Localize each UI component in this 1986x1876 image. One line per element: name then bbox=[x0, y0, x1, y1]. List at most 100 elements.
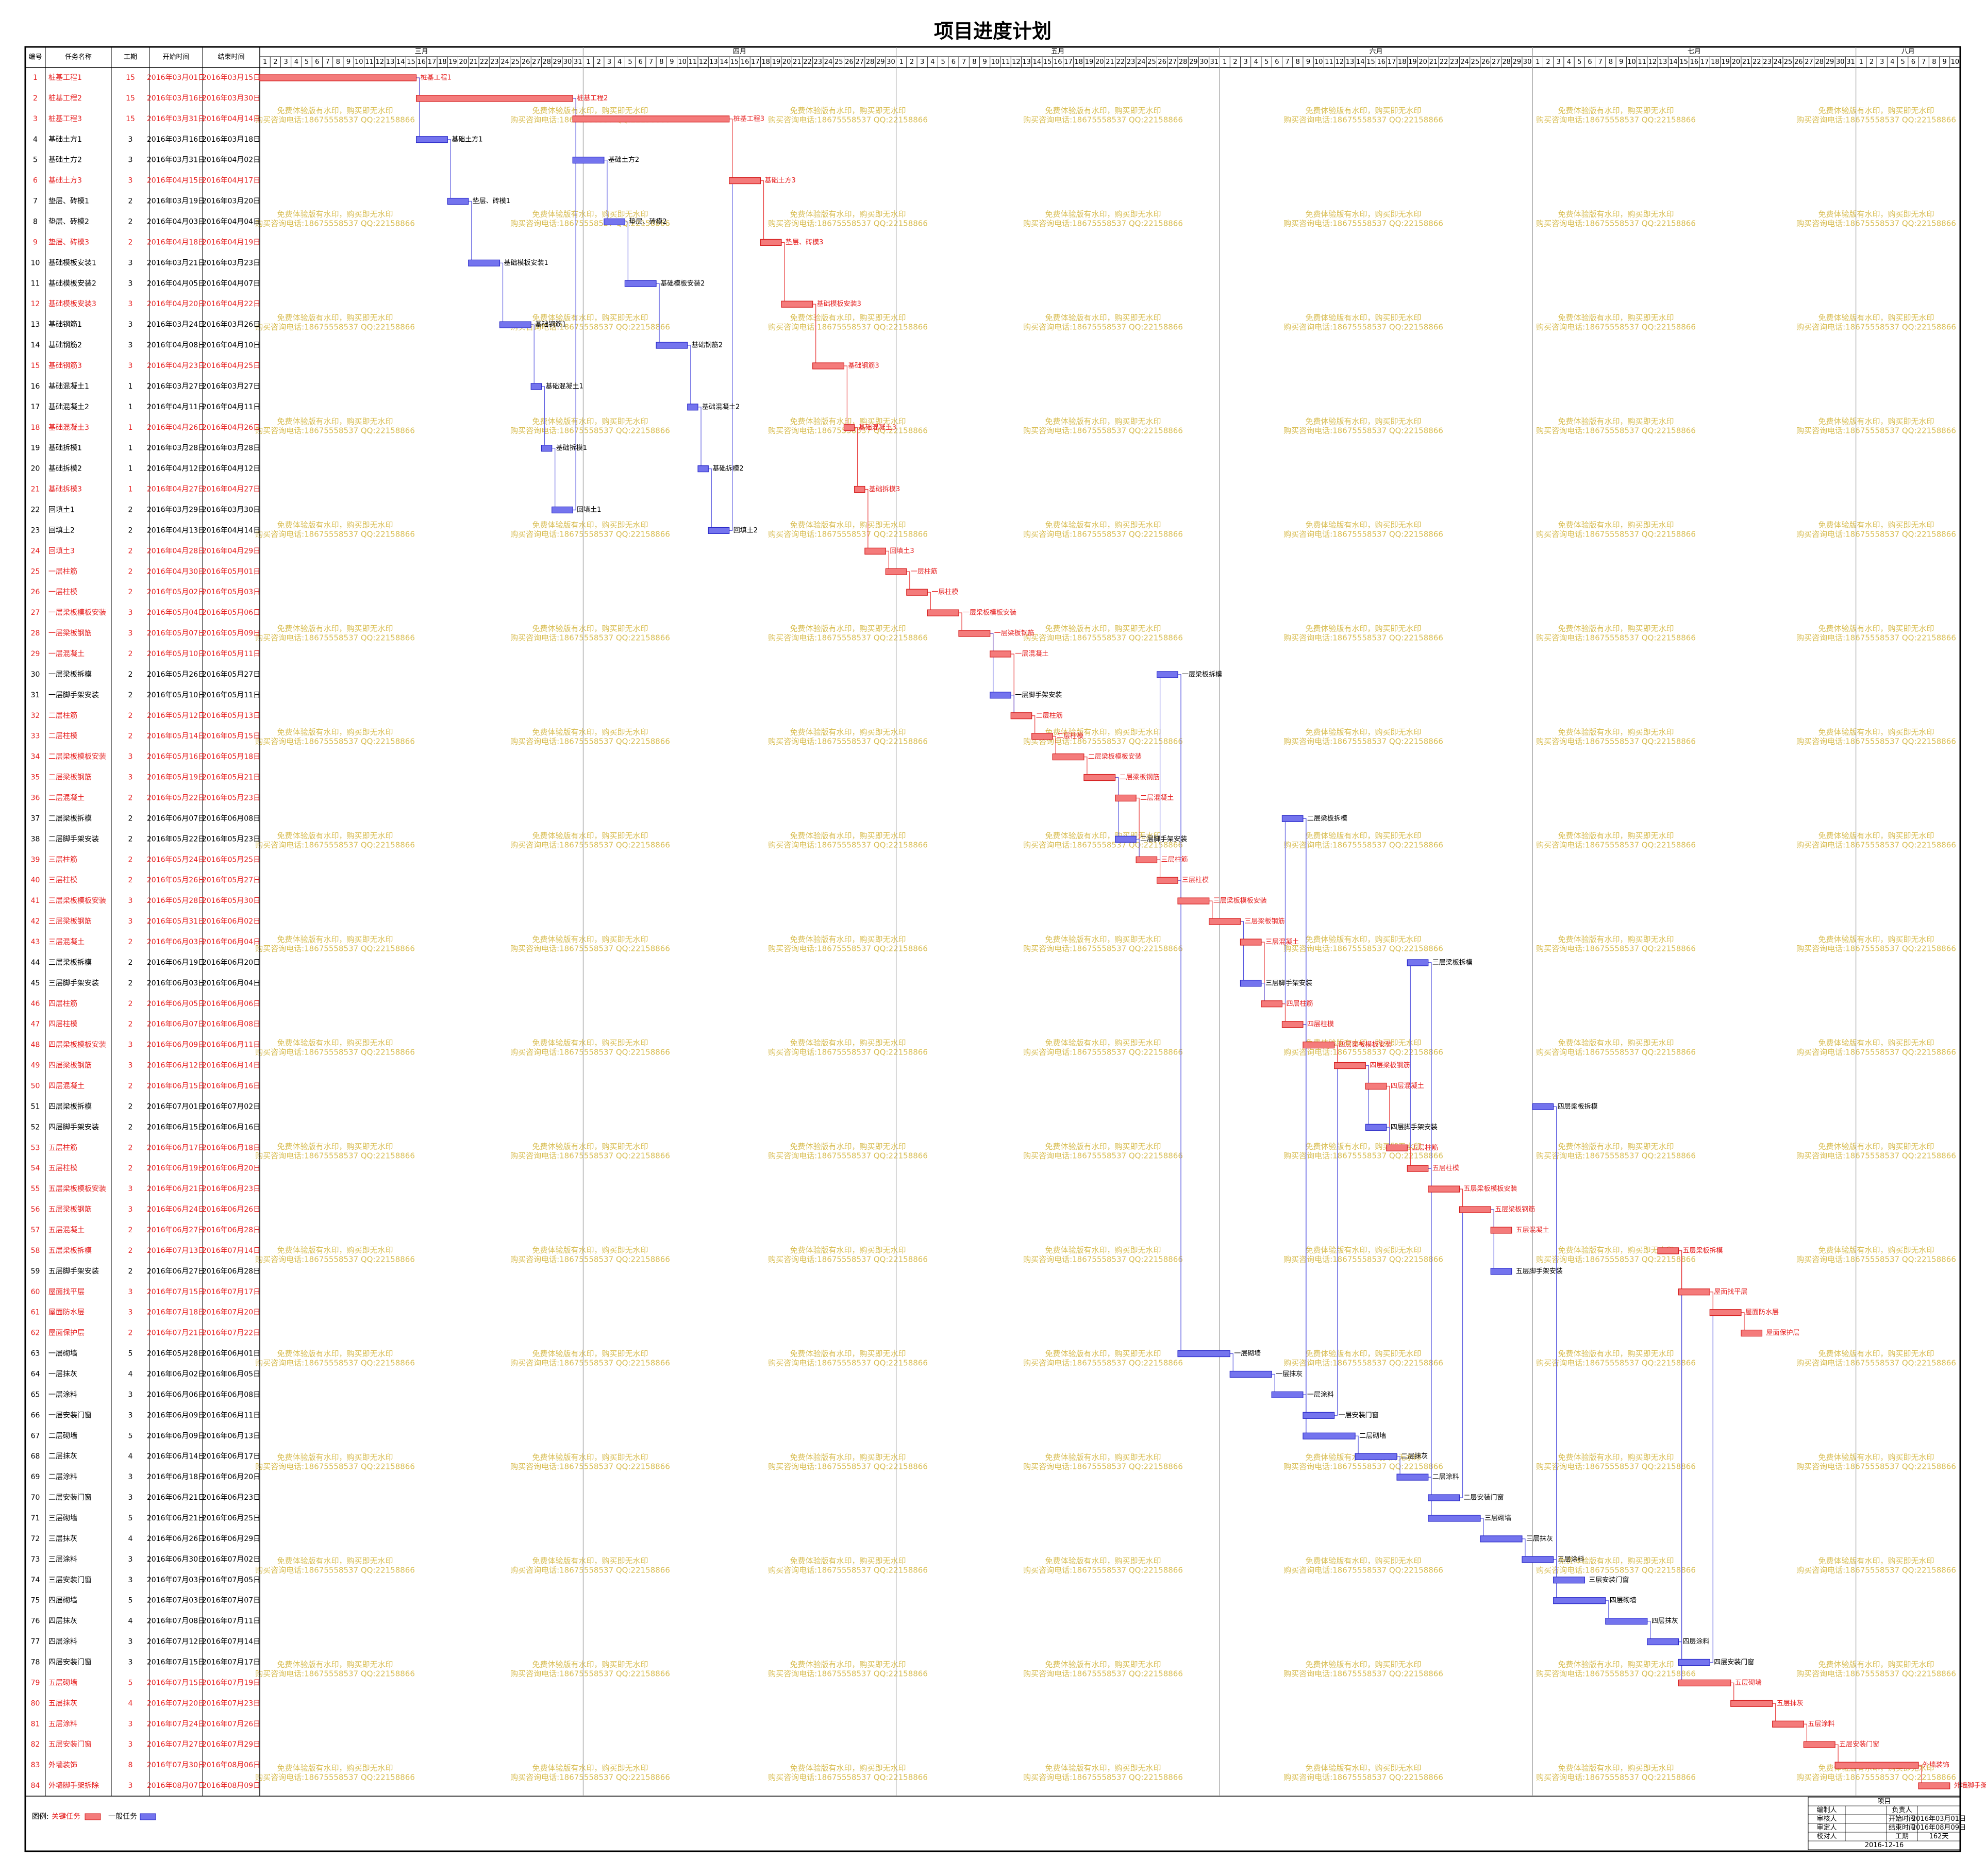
bar-label: 二层柱模 bbox=[1057, 732, 1083, 740]
day-label: 16 bbox=[741, 58, 749, 66]
watermark: 免费体验版有水印，购买即无水印 bbox=[1305, 313, 1421, 323]
cell: 2 bbox=[128, 1102, 133, 1111]
cell: 7 bbox=[33, 197, 38, 206]
bar-label: 五层梁板拆模 bbox=[1683, 1247, 1723, 1254]
watermark: 购买咨询电话:18675558537 QQ:22158866 bbox=[510, 841, 670, 850]
cell: 83 bbox=[31, 1761, 40, 1769]
cell: 回填土3 bbox=[48, 547, 75, 555]
watermark: 购买咨询电话:18675558537 QQ:22158866 bbox=[510, 1773, 670, 1782]
cell: 2016年06月08日 bbox=[202, 1391, 260, 1399]
cell: 三层梁板钢筋 bbox=[48, 917, 92, 926]
day-label: 7 bbox=[649, 58, 653, 66]
legend-item: 一般任务 bbox=[108, 1813, 137, 1821]
cell: 4 bbox=[128, 1452, 133, 1461]
watermark: 免费体验版有水印，购买即无水印 bbox=[277, 521, 393, 530]
cell: 14 bbox=[31, 341, 40, 349]
cell: 基础钢筋1 bbox=[48, 320, 82, 329]
watermark: 免费体验版有水印，购买即无水印 bbox=[532, 831, 648, 841]
watermark: 购买咨询电话:18675558537 QQ:22158866 bbox=[1796, 1359, 1956, 1368]
link bbox=[1647, 1621, 1651, 1642]
task-bar bbox=[259, 74, 417, 81]
link bbox=[1083, 757, 1088, 778]
watermark: 免费体验版有水印，购买即无水印 bbox=[532, 1349, 648, 1359]
watermark: 免费体验版有水印，购买即无水印 bbox=[532, 1038, 648, 1048]
cell: 2016年06月28日 bbox=[202, 1226, 260, 1234]
watermark: 免费体验版有水印，购买即无水印 bbox=[277, 1453, 393, 1462]
cell: 2016年07月17日 bbox=[202, 1288, 260, 1296]
cell: 35 bbox=[31, 774, 40, 782]
cell: 1 bbox=[128, 382, 133, 391]
day-label: 20 bbox=[1418, 58, 1427, 66]
cell: 五层安装门窗 bbox=[48, 1740, 92, 1749]
task-bar bbox=[885, 568, 907, 575]
watermark: 购买咨询电话:18675558537 QQ:22158866 bbox=[1536, 426, 1696, 435]
link bbox=[1835, 1744, 1839, 1766]
day-label: 30 bbox=[1836, 58, 1845, 66]
cell: 74 bbox=[31, 1576, 40, 1584]
task-bar bbox=[1209, 918, 1241, 925]
cell: 2 bbox=[128, 526, 133, 534]
watermark: 免费体验版有水印，购买即无水印 bbox=[532, 935, 648, 944]
watermark: 免费体验版有水印，购买即无水印 bbox=[1558, 1038, 1674, 1048]
cell: 3 bbox=[128, 897, 133, 905]
cell: 2016年04月14日 bbox=[202, 526, 260, 534]
task-bar bbox=[1553, 1577, 1585, 1584]
day-label: 8 bbox=[1932, 58, 1936, 66]
bar-label: 基础拆模1 bbox=[556, 444, 587, 452]
watermark: 购买咨询电话:18675558537 QQ:22158866 bbox=[1536, 944, 1696, 953]
cell: 2016年07月02日 bbox=[202, 1102, 260, 1111]
cell: 58 bbox=[31, 1247, 40, 1255]
cell: 回填土1 bbox=[48, 506, 75, 514]
cell: 2016年06月01日 bbox=[202, 1350, 260, 1358]
watermark: 免费体验版有水印，购买即无水印 bbox=[277, 831, 393, 841]
cell: 3 bbox=[128, 1205, 133, 1214]
watermark: 免费体验版有水印，购买即无水印 bbox=[1045, 1453, 1161, 1462]
cell: 2016年05月09日 bbox=[202, 629, 260, 638]
watermark: 购买咨询电话:18675558537 QQ:22158866 bbox=[255, 633, 415, 643]
cell: 36 bbox=[31, 794, 40, 802]
watermark: 购买咨询电话:18675558537 QQ:22158866 bbox=[1023, 530, 1183, 539]
bar-label: 四层安装门窗 bbox=[1714, 1658, 1754, 1666]
day-label: 10 bbox=[1314, 58, 1323, 66]
bar-label: 五层梁板钢筋 bbox=[1495, 1205, 1535, 1214]
cell: 2016年06月30日 bbox=[147, 1555, 205, 1564]
day-label: 1 bbox=[1223, 58, 1227, 66]
cell: 37 bbox=[31, 814, 40, 823]
cell: 2016年06月11日 bbox=[202, 1411, 260, 1419]
cell: 2016年05月11日 bbox=[202, 650, 260, 658]
watermark: 免费体验版有水印，购买即无水印 bbox=[790, 417, 906, 426]
cell: 2016年05月21日 bbox=[202, 774, 260, 782]
cell: 2016年05月13日 bbox=[202, 712, 260, 720]
link bbox=[687, 345, 691, 407]
watermark: 购买咨询电话:18675558537 QQ:22158866 bbox=[510, 1566, 670, 1575]
task-bar bbox=[1834, 1762, 1919, 1769]
bar-label: 一层砌墙 bbox=[1234, 1350, 1261, 1358]
watermark: 免费体验版有水印，购买即无水印 bbox=[790, 1142, 906, 1151]
day-label: 14 bbox=[396, 58, 405, 66]
watermark: 购买咨询电话:18675558537 QQ:22158866 bbox=[768, 737, 928, 746]
task-bar bbox=[1271, 1391, 1304, 1398]
cell: 3 bbox=[128, 259, 133, 267]
cell: 2016年04月30日 bbox=[147, 567, 205, 576]
cell: 3 bbox=[128, 1740, 133, 1749]
watermark: 购买咨询电话:18675558537 QQ:22158866 bbox=[1796, 1048, 1956, 1057]
column-header: 工期 bbox=[124, 54, 137, 61]
task-bar bbox=[1156, 671, 1178, 678]
cell: 2016年05月14日 bbox=[147, 732, 205, 741]
cell: 5 bbox=[128, 1679, 133, 1687]
task-bar bbox=[1240, 980, 1262, 987]
bar-label: 五层梁板模板安装 bbox=[1464, 1185, 1517, 1193]
cell: 2016年06月27日 bbox=[147, 1267, 205, 1276]
link bbox=[729, 180, 733, 531]
cell: 8 bbox=[33, 217, 38, 226]
cell: 2016年05月28日 bbox=[147, 1350, 205, 1358]
cell: 5 bbox=[33, 156, 38, 164]
task-bar bbox=[1115, 794, 1137, 802]
watermark: 购买咨询电话:18675558537 QQ:22158866 bbox=[1023, 1773, 1183, 1782]
cell: 一层脚手架安装 bbox=[48, 691, 99, 699]
cell: 3 bbox=[33, 115, 38, 123]
cell: 3 bbox=[128, 341, 133, 349]
bar-label: 基础混凝土1 bbox=[545, 382, 583, 390]
watermark: 免费体验版有水印，购买即无水印 bbox=[1558, 1556, 1674, 1566]
watermark: 购买咨询电话:18675558537 QQ:22158866 bbox=[1796, 1462, 1956, 1471]
